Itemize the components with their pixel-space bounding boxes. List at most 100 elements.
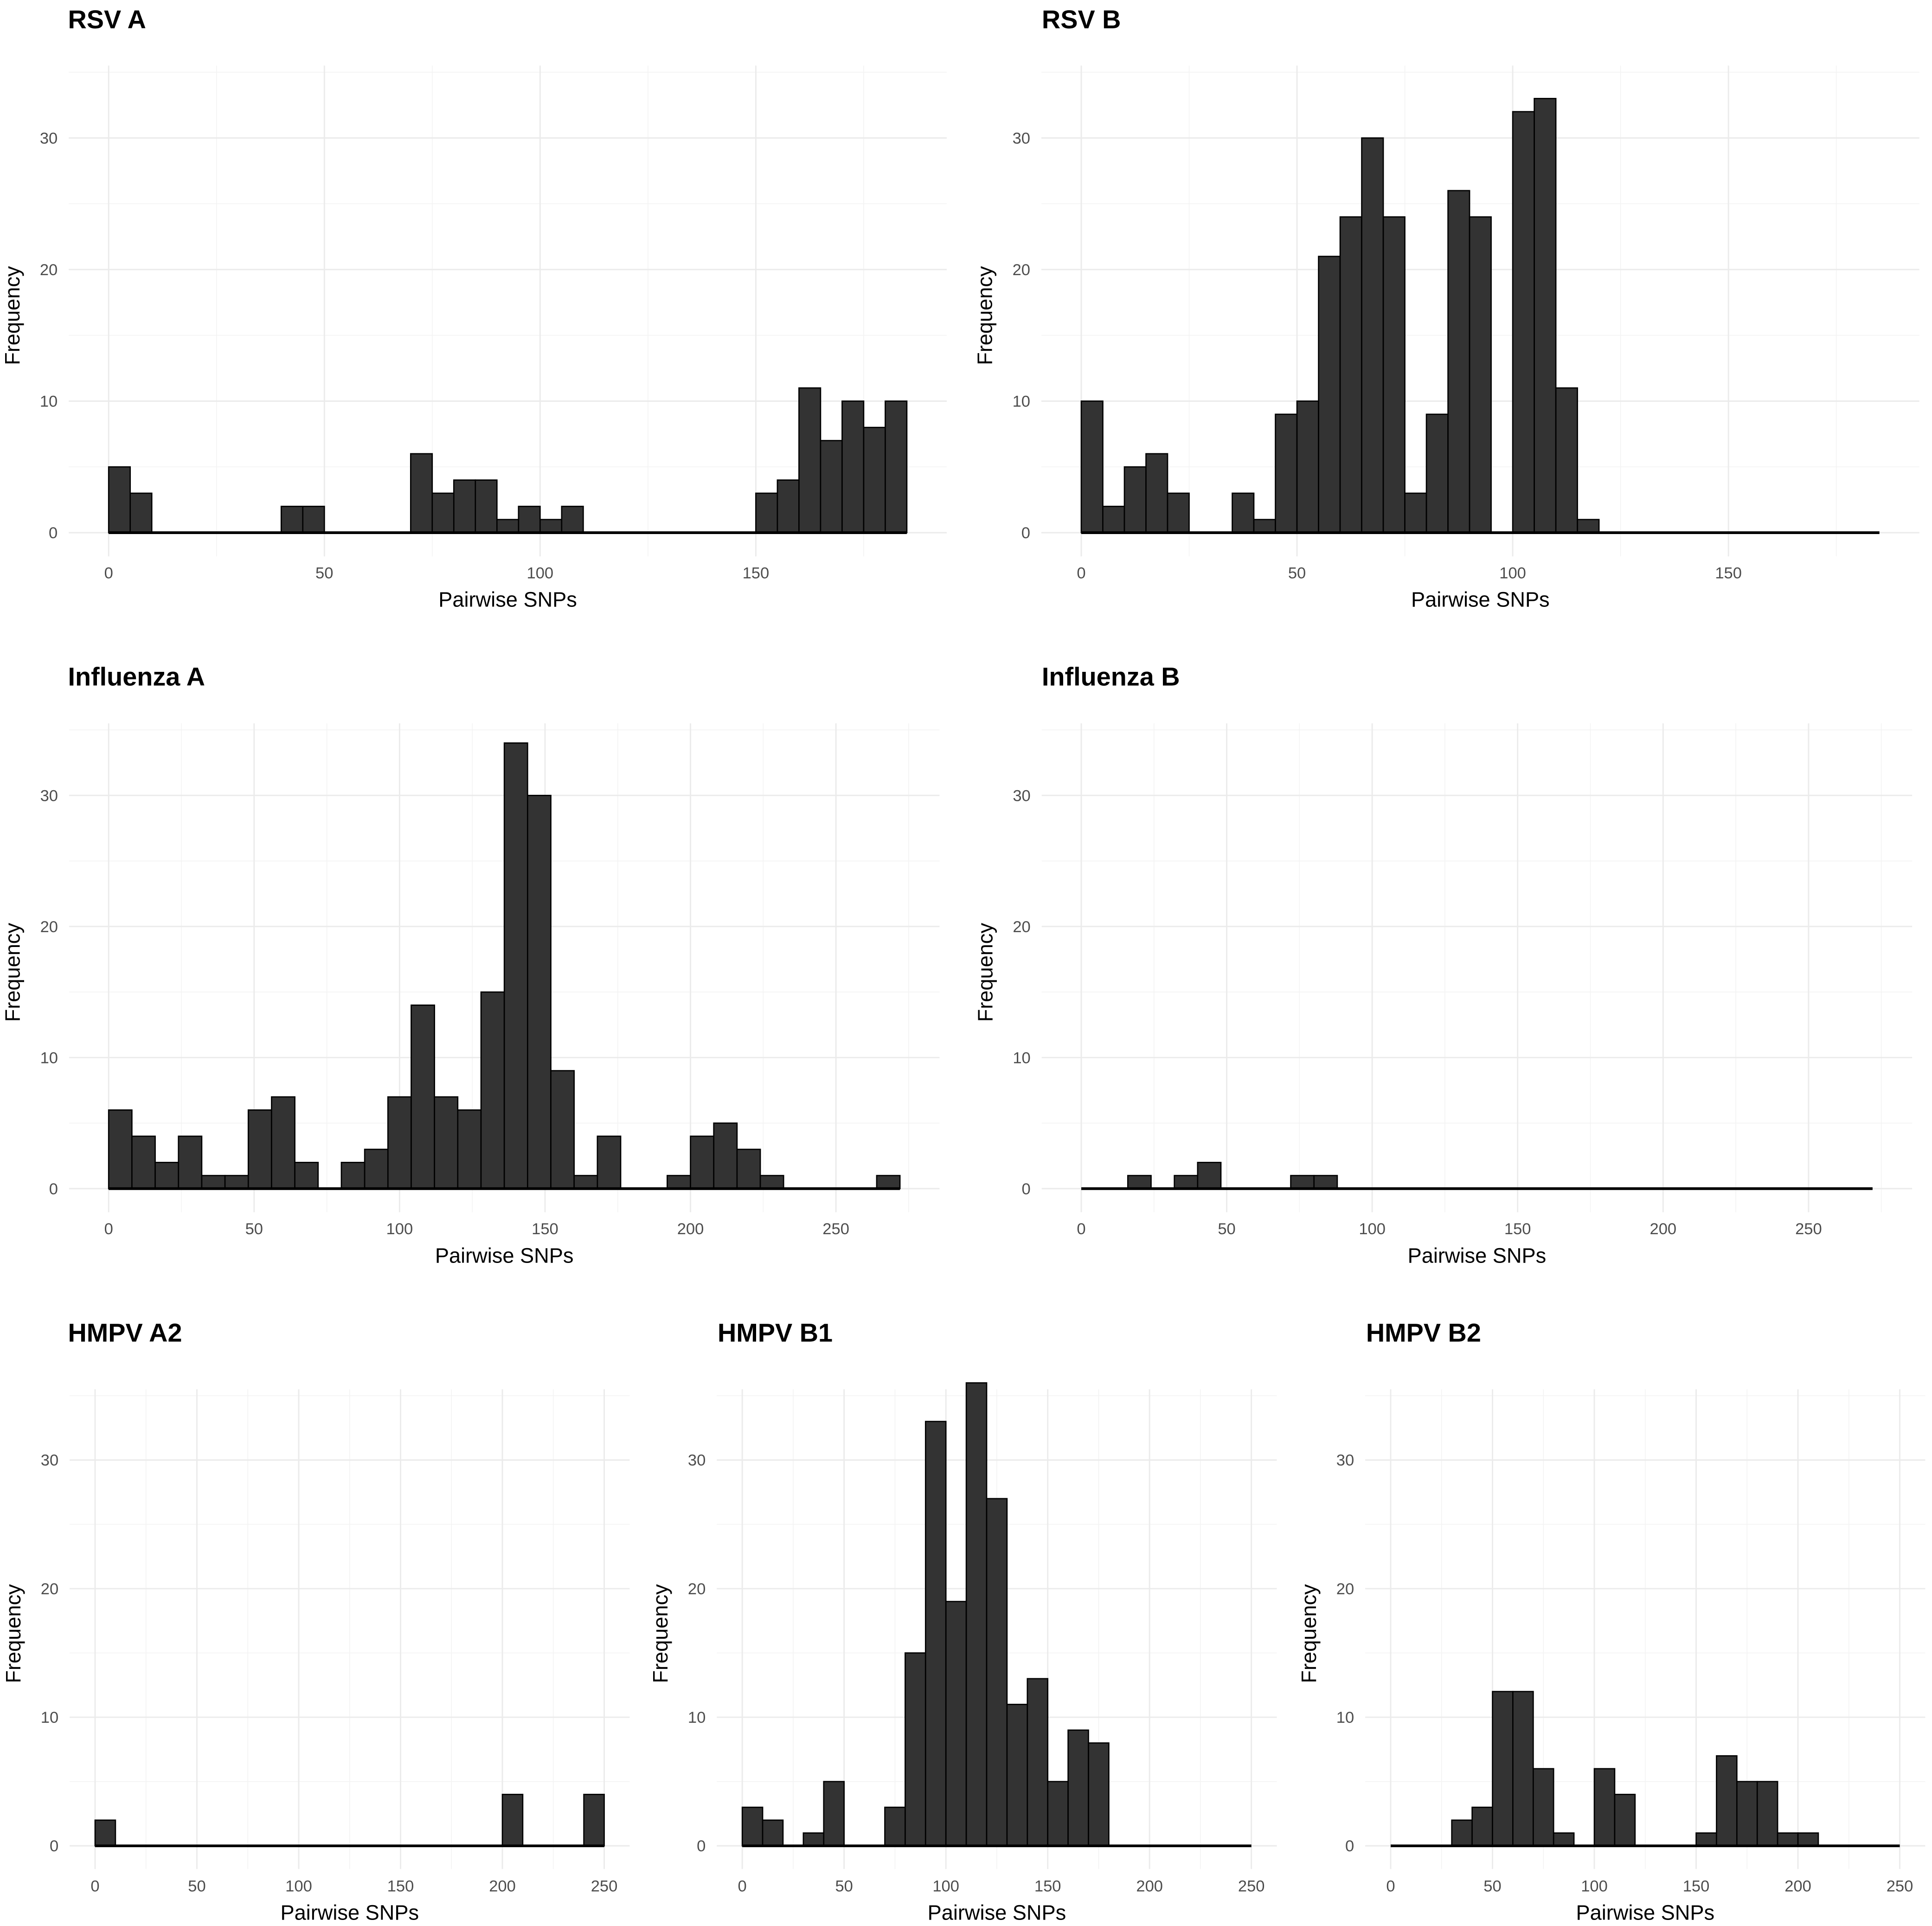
x-tick-label: 200 — [1136, 1878, 1163, 1895]
y-axis-title: Frequency — [1, 923, 25, 1022]
y-tick-label: 0 — [49, 524, 58, 542]
histogram-bar — [340, 1161, 366, 1190]
histogram-bar — [1555, 387, 1578, 534]
histogram-bar — [280, 505, 304, 534]
histogram-bar — [1382, 216, 1406, 534]
histogram-bar — [820, 440, 843, 534]
histogram-bar — [1716, 1755, 1738, 1847]
histogram-bar — [1451, 1819, 1473, 1847]
histogram-bar — [561, 505, 584, 534]
x-tick-label: 150 — [1504, 1220, 1531, 1238]
panel-influenza-b: 0 50 100 150 200 250 0 10 20 30 Influenza B Pairwis… — [973, 662, 1913, 1267]
x-tick-label: 50 — [1483, 1878, 1501, 1895]
x-tick-label: 200 — [1784, 1878, 1811, 1895]
histogram-bar — [503, 742, 528, 1190]
panel-title: HMPV A2 — [68, 1318, 182, 1347]
histogram-bar — [1425, 413, 1449, 534]
panel-rsv-a: 0 50 100 150 0 10 20 30 RSV A Pairwise SNPs Freque… — [0, 5, 947, 611]
y-tick-label: 10 — [1013, 1049, 1030, 1067]
histogram-bar — [667, 1175, 691, 1190]
histogram-bar — [1197, 1161, 1222, 1190]
histogram-bar — [1296, 400, 1319, 534]
histogram-bar — [387, 1096, 412, 1190]
y-tick-label: 0 — [1021, 524, 1030, 542]
histogram-bar — [1577, 519, 1600, 534]
histogram-bar — [411, 1005, 435, 1190]
x-tick-label: 50 — [315, 564, 333, 582]
y-tick-label: 20 — [40, 261, 58, 279]
x-tick-label: 100 — [1581, 1878, 1608, 1895]
x-tick-label: 150 — [1715, 564, 1742, 582]
y-tick-label: 30 — [40, 787, 58, 805]
histogram-bar — [1361, 137, 1384, 534]
x-tick-label: 50 — [188, 1878, 205, 1895]
histogram-bar — [108, 466, 131, 534]
histogram-bar — [1593, 1768, 1616, 1847]
histogram-bar — [1318, 256, 1341, 534]
histogram-bar — [1290, 1175, 1315, 1190]
histogram-bar — [755, 492, 778, 534]
x-tick-label: 0 — [1077, 1220, 1085, 1238]
panel-title: Influenza A — [68, 662, 205, 691]
histogram-bar — [1534, 97, 1557, 534]
histogram-bar — [131, 1135, 156, 1190]
y-tick-label: 30 — [41, 1452, 58, 1469]
x-axis-title: Pairwise SNPs — [1411, 587, 1550, 611]
histogram-bar — [1471, 1806, 1493, 1847]
x-tick-label: 250 — [1238, 1878, 1265, 1895]
x-tick-label: 0 — [738, 1878, 747, 1895]
histogram-bar — [518, 505, 541, 534]
histogram-bar — [480, 991, 505, 1190]
y-tick-label: 0 — [1022, 1180, 1031, 1198]
histogram-bar — [431, 492, 455, 534]
y-axis-title: Frequency — [973, 266, 997, 365]
histogram-bar — [294, 1161, 319, 1190]
histogram-bar — [965, 1382, 988, 1847]
panel-hmpv-a2: 0 50 100 150 200 250 0 10 20 30 HMPV A2 Pairwise SN… — [1, 1318, 630, 1925]
x-tick-label: 100 — [386, 1220, 413, 1238]
x-tick-label: 50 — [835, 1878, 853, 1895]
x-axis-title: Pairwise SNPs — [1576, 1901, 1714, 1925]
panel-hmpv-b2: 0 50 100 150 200 250 0 10 20 30 HMPV B2 Pairwise SN… — [1297, 1318, 1926, 1925]
x-tick-label: 50 — [1218, 1220, 1235, 1238]
histogram-bar — [364, 1148, 389, 1190]
histogram-bar — [271, 1096, 295, 1190]
histogram-bar — [1102, 505, 1125, 534]
y-tick-label: 20 — [1013, 261, 1030, 279]
histogram-bar — [1756, 1781, 1778, 1847]
x-tick-label: 0 — [104, 1220, 113, 1238]
histogram-bar — [1253, 519, 1276, 534]
x-tick-label: 200 — [1650, 1220, 1676, 1238]
y-tick-label: 20 — [1013, 918, 1030, 936]
histogram-bar — [1404, 492, 1427, 534]
x-tick-label: 0 — [104, 564, 113, 582]
histogram-bar — [986, 1498, 1008, 1847]
y-tick-label: 10 — [688, 1709, 706, 1726]
histogram-bar — [777, 479, 800, 534]
histogram-bar — [434, 1096, 459, 1190]
histogram-bar — [178, 1135, 203, 1190]
histogram-bar — [1469, 216, 1492, 534]
y-tick-label: 0 — [50, 1837, 58, 1855]
y-axis-title: Frequency — [0, 266, 24, 365]
histogram-bar — [475, 479, 498, 534]
histogram-bar — [597, 1135, 622, 1190]
histogram-bar — [759, 1175, 784, 1190]
y-tick-label: 0 — [49, 1180, 58, 1198]
histogram-bar — [1736, 1781, 1758, 1847]
x-tick-label: 100 — [1499, 564, 1526, 582]
panel-title: HMPV B1 — [718, 1318, 833, 1347]
y-tick-label: 20 — [1336, 1580, 1354, 1598]
y-tick-label: 30 — [40, 129, 58, 147]
histogram-bar — [1614, 1794, 1636, 1847]
panel-influenza-a: 0 50 100 150 200 250 0 10 20 30 Influenza A Pairwis… — [1, 662, 940, 1267]
histogram-bar — [876, 1175, 901, 1190]
histogram-bar — [410, 453, 433, 534]
histogram-bar — [1492, 1691, 1514, 1847]
histogram-bar — [1447, 190, 1470, 534]
histogram-bar — [550, 1070, 575, 1190]
histogram-bar — [201, 1175, 226, 1190]
histogram-bar — [885, 400, 908, 534]
histogram-bar — [583, 1794, 605, 1847]
panel-hmpv-b1: 0 50 100 150 200 250 0 10 20 30 HMPV B1 Pairwise SN… — [648, 1318, 1277, 1925]
